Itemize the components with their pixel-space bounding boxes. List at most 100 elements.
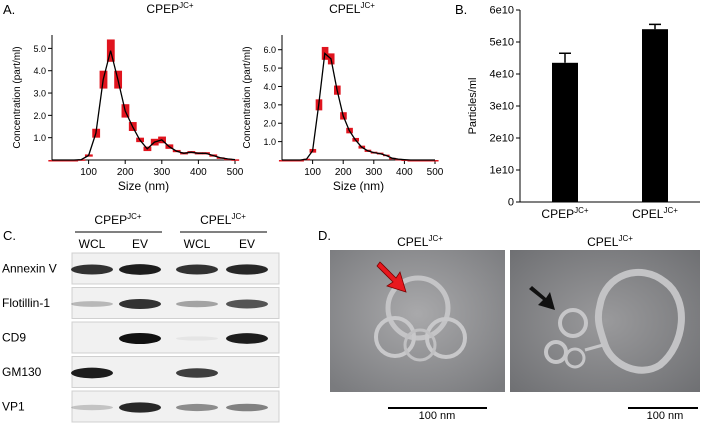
- error-band: [425, 160, 433, 162]
- y-tick-label: 1.0: [263, 137, 276, 147]
- micrograph-title: CPELJC+: [397, 234, 443, 249]
- error-band: [297, 160, 304, 162]
- blot-band: [71, 367, 113, 379]
- chart-title-main: CPEP: [146, 2, 179, 16]
- lane-label: WCL: [79, 237, 106, 251]
- x-tick-label: 300: [365, 167, 382, 178]
- y-tick-label: 1e10: [490, 165, 514, 177]
- blot-band: [71, 264, 113, 275]
- x-tick-label: 100: [80, 167, 97, 178]
- blot-band: [119, 333, 161, 344]
- error-band: [70, 160, 79, 162]
- row-label: VP1: [2, 400, 25, 414]
- micrograph-image: [510, 250, 700, 392]
- error-band: [407, 160, 415, 162]
- row-label: Flotillin-1: [2, 296, 50, 310]
- group-label: CPEPJC+: [94, 212, 141, 227]
- group-label-superscript: JC+: [127, 212, 142, 221]
- panel-label: D.: [318, 228, 331, 243]
- blot-band: [176, 300, 218, 308]
- error-band: [285, 160, 292, 162]
- error-band: [413, 160, 421, 162]
- y-tick-label: 6e10: [490, 5, 514, 17]
- micrograph-title-superscript: JC+: [618, 234, 633, 243]
- blot-band: [226, 264, 268, 275]
- error-band: [48, 160, 57, 162]
- micrograph-image: [330, 250, 505, 392]
- group-label-main: CPEP: [94, 213, 127, 227]
- bar: [552, 62, 578, 202]
- blot-band: [71, 301, 113, 307]
- lane-label: WCL: [184, 237, 211, 251]
- x-tick-label: 400: [396, 167, 413, 178]
- y-axis-label: Particles/ml: [467, 78, 479, 135]
- y-tick-label: 4.0: [33, 66, 46, 76]
- x-tick-label: 500: [227, 167, 244, 178]
- x-tick-label-main: CPEP: [541, 207, 574, 221]
- blot-band: [226, 333, 268, 344]
- x-axis-label: Size (nm): [118, 179, 169, 193]
- y-axis-label: Concentration (part/ml): [12, 46, 23, 148]
- error-band: [431, 160, 439, 162]
- row-label: GM130: [2, 365, 42, 379]
- x-tick-label: 100: [304, 167, 321, 178]
- blot-band: [226, 403, 268, 412]
- x-axis-label: Size (nm): [333, 179, 384, 193]
- scale-label: 100 nm: [647, 410, 684, 422]
- micrograph-title-main: CPEL: [587, 235, 619, 249]
- lane-label: EV: [239, 237, 255, 251]
- error-bar: [559, 52, 571, 63]
- mean-line: [52, 50, 236, 161]
- error-bar: [649, 23, 661, 30]
- micrograph-title-main: CPEL: [397, 235, 429, 249]
- y-tick-label: 4e10: [490, 69, 514, 81]
- panel-label: A.: [3, 2, 15, 17]
- y-tick-label: 2e10: [490, 133, 514, 145]
- group-label-main: CPEL: [200, 213, 232, 227]
- error-band: [291, 160, 298, 162]
- lane-label: EV: [132, 237, 148, 251]
- x-tick-label: 300: [153, 167, 170, 178]
- x-tick-label: 500: [427, 167, 444, 178]
- error-band: [278, 160, 286, 162]
- blot-band: [176, 403, 218, 412]
- x-tick-label: 400: [190, 167, 207, 178]
- y-tick-label: 6.0: [263, 45, 276, 55]
- blot-band: [176, 368, 218, 378]
- y-tick-label: 3.0: [263, 100, 276, 110]
- y-tick-label: 5.0: [33, 44, 46, 54]
- y-tick-label: 5.0: [263, 64, 276, 74]
- chart-title-superscript: JC+: [179, 1, 194, 10]
- error-band: [231, 159, 240, 161]
- y-tick-label: 0: [508, 197, 514, 209]
- scale-label: 100 nm: [419, 410, 456, 422]
- x-tick-label-superscript: JC+: [574, 206, 589, 215]
- bar: [642, 29, 668, 203]
- blot-band: [226, 299, 268, 309]
- micrograph-title-superscript: JC+: [428, 234, 443, 243]
- x-tick-label: CPEPJC+: [541, 206, 588, 221]
- error-band: [62, 160, 71, 162]
- blot-band: [176, 336, 218, 341]
- error-band: [55, 160, 64, 162]
- y-tick-label: 1.0: [33, 133, 46, 143]
- x-tick-label: 200: [335, 167, 352, 178]
- y-tick-label: 3e10: [490, 101, 514, 113]
- x-tick-label: CPELJC+: [632, 206, 678, 221]
- y-axis-label: Concentration (part/ml): [242, 46, 253, 148]
- group-label: CPELJC+: [200, 212, 246, 227]
- panel-label: C.: [3, 228, 16, 243]
- chart-title: CPEPJC+: [146, 1, 193, 16]
- y-tick-label: 2.0: [33, 111, 46, 121]
- mean-line: [282, 52, 435, 161]
- blot-band: [71, 404, 113, 411]
- x-tick-label-superscript: JC+: [663, 206, 678, 215]
- chart-title: CPELJC+: [329, 1, 375, 16]
- x-tick-label: 200: [117, 167, 134, 178]
- group-label-superscript: JC+: [231, 212, 246, 221]
- blot-band: [119, 402, 161, 413]
- blot-band: [176, 264, 218, 275]
- blot-band: [119, 264, 161, 275]
- x-tick-label-main: CPEL: [632, 207, 664, 221]
